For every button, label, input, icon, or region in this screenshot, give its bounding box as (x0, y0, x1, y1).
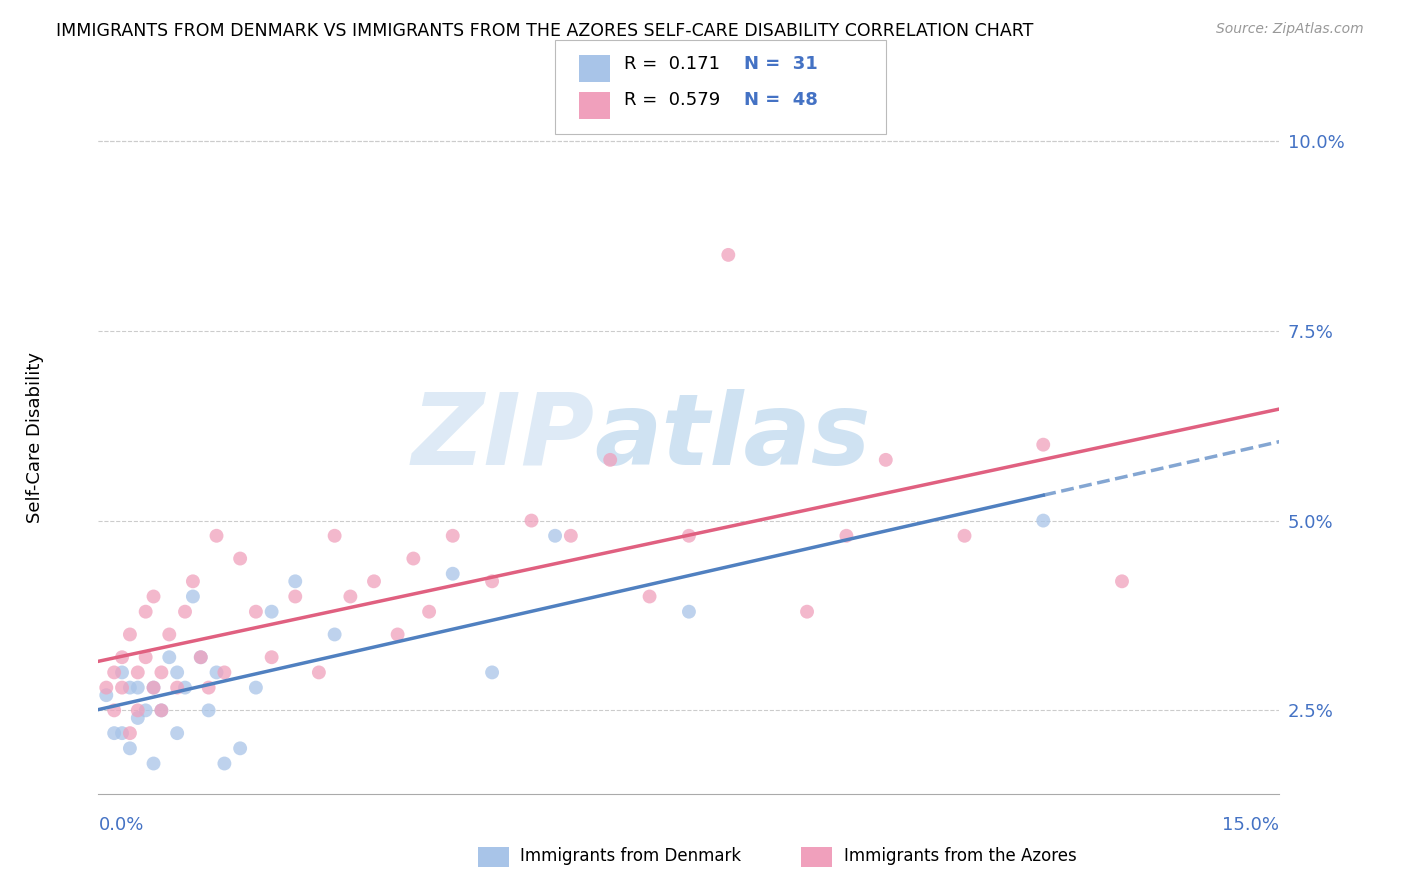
Point (323, 529, 346, 543)
Point (135, 605, 157, 619)
Text: atlas: atlas (595, 389, 870, 485)
Text: Immigrants from Denmark: Immigrants from Denmark (520, 847, 741, 865)
Point (214, 665, 236, 680)
Point (481, 665, 503, 680)
Point (142, 756, 165, 771)
Point (205, 665, 228, 680)
Point (166, 665, 188, 680)
Text: 15.0%: 15.0% (1222, 816, 1279, 834)
Point (284, 574, 307, 589)
Point (157, 627, 180, 641)
Point (135, 703, 157, 717)
Point (181, 574, 204, 589)
Point (678, 529, 700, 543)
Point (96, 688, 118, 702)
Point (245, 605, 267, 619)
Text: Immigrants from the Azores: Immigrants from the Azores (844, 847, 1077, 865)
Text: Self-Care Disability: Self-Care Disability (27, 351, 44, 523)
Point (174, 681, 197, 695)
Point (150, 703, 173, 717)
Point (229, 551, 252, 566)
Point (205, 529, 228, 543)
Point (717, 248, 740, 262)
Point (166, 726, 188, 740)
Point (103, 665, 125, 680)
Point (111, 665, 134, 680)
Point (96, 681, 118, 695)
Point (181, 590, 204, 604)
Point (387, 627, 409, 641)
Point (323, 627, 346, 641)
Point (118, 681, 141, 695)
Text: N =  48: N = 48 (744, 92, 818, 110)
Point (118, 627, 141, 641)
Point (835, 529, 858, 543)
Text: N =  31: N = 31 (744, 55, 817, 73)
Point (418, 605, 440, 619)
Point (150, 665, 173, 680)
Point (599, 453, 621, 467)
Point (544, 529, 567, 543)
Point (103, 726, 125, 740)
Point (363, 574, 385, 589)
Text: Source: ZipAtlas.com: Source: ZipAtlas.com (1216, 22, 1364, 37)
Point (197, 703, 219, 717)
Point (118, 726, 141, 740)
Text: R =  0.171: R = 0.171 (624, 55, 720, 73)
Text: ZIP: ZIP (412, 389, 595, 485)
Point (441, 566, 464, 581)
Point (150, 703, 173, 717)
Point (339, 590, 361, 604)
Text: 0.0%: 0.0% (98, 816, 143, 834)
Point (190, 650, 212, 665)
Text: R =  0.579: R = 0.579 (624, 92, 720, 110)
Point (481, 574, 503, 589)
Point (638, 590, 661, 604)
Point (157, 650, 180, 665)
Point (127, 703, 149, 717)
Point (111, 650, 134, 665)
Point (127, 665, 149, 680)
Point (1032, 514, 1054, 528)
Point (142, 681, 165, 695)
Point (308, 665, 330, 680)
Point (402, 551, 425, 566)
Point (174, 605, 197, 619)
Point (520, 514, 543, 528)
Point (875, 453, 897, 467)
Point (260, 650, 283, 665)
Point (678, 605, 700, 619)
Point (260, 605, 283, 619)
Point (111, 681, 134, 695)
Point (245, 681, 267, 695)
Point (142, 590, 165, 604)
Point (166, 681, 188, 695)
Point (111, 726, 134, 740)
Point (127, 711, 149, 725)
Point (1111, 574, 1133, 589)
Point (796, 605, 818, 619)
Point (135, 650, 157, 665)
Point (1032, 438, 1054, 452)
Point (190, 650, 212, 665)
Point (103, 703, 125, 717)
Point (953, 529, 976, 543)
Point (214, 756, 236, 771)
Point (127, 681, 149, 695)
Point (229, 741, 252, 756)
Point (284, 590, 307, 604)
Point (197, 681, 219, 695)
Point (441, 529, 464, 543)
Point (142, 681, 165, 695)
Point (560, 529, 582, 543)
Point (118, 741, 141, 756)
Text: IMMIGRANTS FROM DENMARK VS IMMIGRANTS FROM THE AZORES SELF-CARE DISABILITY CORRE: IMMIGRANTS FROM DENMARK VS IMMIGRANTS FR… (56, 22, 1033, 40)
